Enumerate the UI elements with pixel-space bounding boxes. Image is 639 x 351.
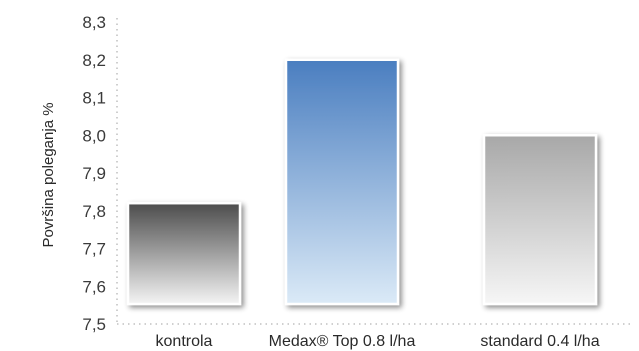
y-tick-label: 8,2 [82, 51, 106, 70]
x-category-label: standard 0.4 l/ha [480, 333, 599, 350]
y-tick-label: 8,3 [82, 13, 106, 32]
y-tick-label: 7,7 [82, 240, 106, 259]
bar-1 [284, 58, 400, 306]
x-category-label: Medax® Top 0.8 l/ha [269, 333, 416, 350]
category-labels: kontrola Medax® Top 0.8 l/ha standard 0.4 … [156, 333, 600, 350]
y-axis-title: Površina poleganja % [40, 102, 57, 247]
y-tick-label: 7,9 [82, 164, 106, 183]
y-tick-label: 8,1 [82, 89, 106, 108]
y-tick-label: 7,5 [82, 315, 106, 334]
y-tick-label: 8,0 [82, 126, 106, 145]
bar-0 [126, 201, 242, 306]
y-axis: 7,5 7,6 7,7 7,8 7,9 8,0 8,1 8,2 8,3 [82, 13, 118, 334]
bar-2 [482, 134, 598, 306]
y-tick-label: 7,6 [82, 277, 106, 296]
x-category-label: kontrola [156, 333, 213, 350]
bars [126, 58, 598, 306]
y-tick-label: 7,8 [82, 202, 106, 221]
